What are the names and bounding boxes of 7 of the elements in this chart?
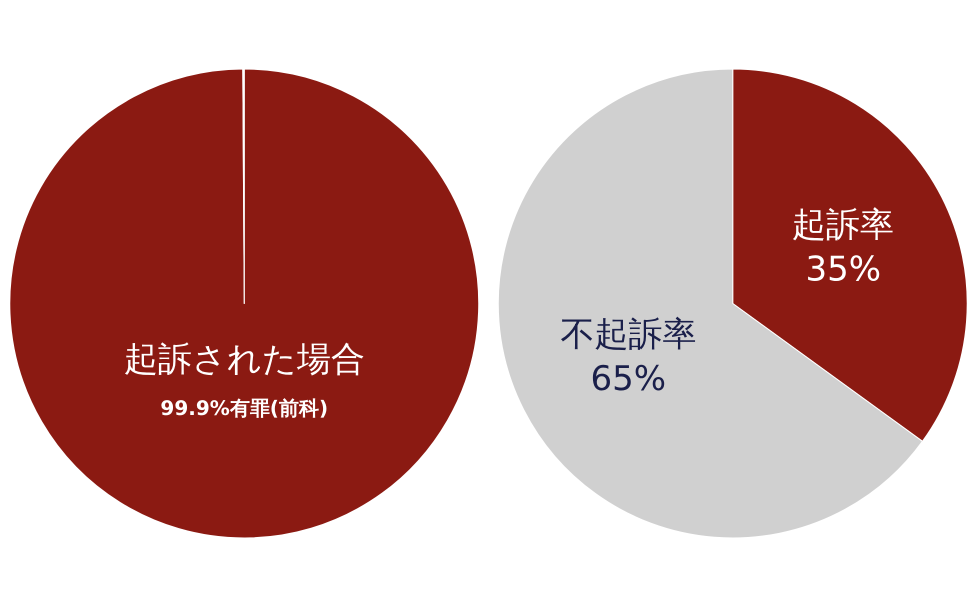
slice-label: 起訴された場合 <box>124 340 365 380</box>
pie-slice <box>9 68 480 538</box>
data-label: 65% <box>590 358 666 399</box>
slice-label: 起訴率 <box>792 205 894 246</box>
slice-label: 不起訴率 <box>560 314 696 355</box>
data-label: 35% <box>805 249 882 290</box>
data-label: 99.9%有罪(前科) <box>160 396 328 420</box>
